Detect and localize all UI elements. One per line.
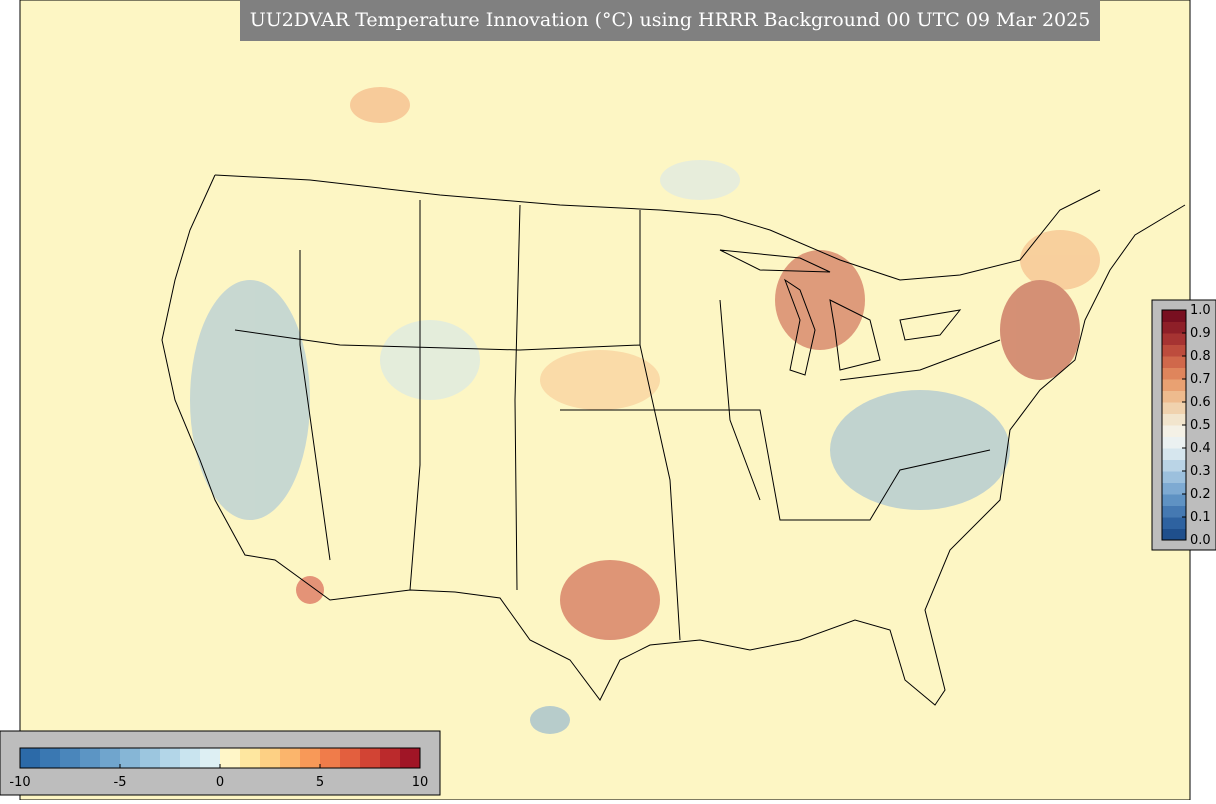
colorbar-cell <box>40 748 61 768</box>
colorbar-cell <box>1162 344 1186 357</box>
colorbar-label: 0.8 <box>1190 349 1211 364</box>
colorbar-cell <box>220 748 241 768</box>
blob <box>830 390 1010 510</box>
colorbar-cell <box>1162 436 1186 449</box>
title-box <box>240 0 1100 41</box>
colorbar-cell <box>260 748 281 768</box>
blob <box>380 320 480 400</box>
colorbar-cell <box>360 748 381 768</box>
colorbar-cell <box>1162 505 1186 518</box>
colorbar-label: 0.0 <box>1190 533 1211 548</box>
colorbar-cell <box>1162 356 1186 368</box>
colorbar-cell <box>280 748 301 768</box>
colorbar-label: 0.1 <box>1190 510 1211 525</box>
colorbar-cell <box>1162 425 1186 437</box>
blob <box>296 576 324 604</box>
colorbar-cell <box>1162 402 1186 414</box>
colorbar-label: 0.2 <box>1190 487 1211 502</box>
colorbar-cell <box>20 748 41 768</box>
colorbar-cell <box>380 748 401 768</box>
colorbar-cell <box>1162 459 1186 472</box>
colorbar-cell <box>1162 482 1186 495</box>
colorbar-cell <box>1162 448 1186 460</box>
colorbar-cell <box>1162 471 1186 483</box>
colorbar-cell <box>1162 413 1186 426</box>
colorbar-cell <box>200 748 221 768</box>
colorbar-label: 0.4 <box>1190 441 1211 456</box>
colorbar-label: 5 <box>316 775 324 790</box>
colorbar-cell <box>320 748 341 768</box>
coast <box>161 174 1186 706</box>
colorbar-label: 0.3 <box>1190 464 1211 479</box>
blob <box>190 280 310 520</box>
colorbar-cell <box>160 748 181 768</box>
blob <box>660 160 740 200</box>
colorbar-cell <box>340 748 361 768</box>
texture <box>190 87 1100 734</box>
colorbar-label: -5 <box>114 775 127 790</box>
colorbar-cell <box>1162 528 1186 541</box>
colorbar-cell <box>1162 321 1186 334</box>
colorbar-label: 10 <box>412 775 429 790</box>
colorbar-cell <box>1162 390 1186 403</box>
colorbar-cell <box>400 748 421 768</box>
colorbar-cell <box>1162 494 1186 506</box>
colorbar-cell <box>240 748 261 768</box>
blob <box>1020 230 1100 290</box>
blob <box>540 350 660 410</box>
blob <box>1000 280 1080 380</box>
lakes <box>719 249 962 376</box>
colorbar-label: 0.7 <box>1190 372 1211 387</box>
state-lines <box>234 200 1001 641</box>
map-title: UU2DVAR Temperature Innovation (°C) usin… <box>250 9 1091 31</box>
colorbar-cell <box>1162 333 1186 345</box>
colorbar-label: 0 <box>216 775 224 790</box>
colorbar-cell <box>80 748 101 768</box>
blob <box>560 560 660 640</box>
blob <box>775 250 865 350</box>
colorbar-label: 1.0 <box>1190 303 1211 318</box>
colorbar-cell <box>180 748 201 768</box>
colorbar-cell <box>100 748 121 768</box>
colorbar-cell <box>1162 310 1186 322</box>
colorbar-cell <box>300 748 321 768</box>
colorbar-label: 0.6 <box>1190 395 1211 410</box>
colorbar-cell <box>1162 517 1186 529</box>
border <box>214 174 1101 281</box>
colorbar-label: 0.9 <box>1190 326 1211 341</box>
blob <box>350 87 410 123</box>
blob <box>530 706 570 734</box>
colorbar-cell <box>1162 367 1186 380</box>
colorbar-label: -10 <box>9 775 30 790</box>
colorbar-cell <box>120 748 141 768</box>
colorbar-cell <box>1162 379 1186 391</box>
colorbar-label: 0.5 <box>1190 418 1211 433</box>
coastlines <box>161 174 1186 706</box>
colorbar-cell <box>60 748 81 768</box>
colorbar-cell <box>140 748 161 768</box>
